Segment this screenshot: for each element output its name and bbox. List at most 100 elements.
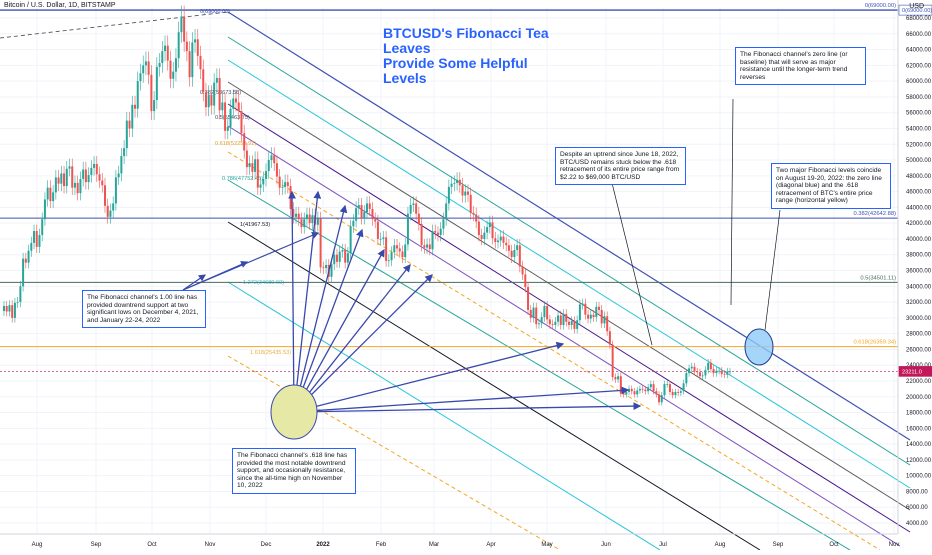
candle-body xyxy=(54,177,57,193)
candle-body xyxy=(131,104,134,129)
candle-body xyxy=(84,169,87,183)
candle-body xyxy=(305,214,308,220)
candle-body xyxy=(240,111,243,134)
price-tick-label: 56000.00 xyxy=(906,111,932,117)
candle-body xyxy=(532,307,535,318)
candle-body xyxy=(234,98,237,103)
candle-body xyxy=(693,366,696,372)
candle-body xyxy=(507,245,510,251)
candle-body xyxy=(357,205,360,209)
fib-channel-line xyxy=(227,125,901,547)
candle-body xyxy=(366,203,368,213)
candle-body xyxy=(123,148,126,157)
candle-body xyxy=(226,126,229,131)
annotation-arrows xyxy=(182,98,781,440)
candle-body xyxy=(136,81,139,109)
price-tick-label: 14000.00 xyxy=(906,442,932,448)
price-tick-label: 28000.00 xyxy=(906,332,932,338)
note-coincide[interactable]: Two major Fibonacci levels coincide on A… xyxy=(771,163,891,209)
candle-body xyxy=(559,315,562,325)
annotation-arrow xyxy=(293,263,411,413)
note-zero-line[interactable]: The Fibonacci channel's zero line (or ba… xyxy=(735,47,866,86)
candle-body xyxy=(688,368,691,374)
candle-body xyxy=(270,155,273,161)
candle-body xyxy=(576,320,579,329)
price-tick-label: 52000.00 xyxy=(906,142,932,148)
time-axis[interactable]: Aug Sep Oct Nov Dec 2022 Feb Mar Apr May Jun Jul Aug… xyxy=(0,533,900,548)
candle-body xyxy=(30,242,33,251)
candle-body xyxy=(333,254,336,265)
candle-body xyxy=(436,232,439,235)
candle-body xyxy=(188,51,191,78)
time-tick-label: Jul xyxy=(659,542,667,548)
annotation-arrow xyxy=(182,232,320,291)
candle-body xyxy=(155,66,158,101)
price-tick-label: 22000.00 xyxy=(906,379,932,385)
candle-body xyxy=(548,319,551,325)
candle-body xyxy=(606,316,609,332)
candle-body xyxy=(174,58,177,72)
candle-body xyxy=(434,231,437,233)
candle-body xyxy=(363,212,366,218)
time-tick-label: Sep xyxy=(773,542,784,548)
candle-body xyxy=(524,274,527,288)
candle-body xyxy=(499,236,502,241)
candle-body xyxy=(11,305,14,318)
candle-body xyxy=(355,208,358,221)
candle-body xyxy=(540,317,543,324)
candle-body xyxy=(128,120,131,129)
candle-body xyxy=(521,266,524,275)
note-618-line[interactable]: The Fibonacci channel's .618 line has pr… xyxy=(232,448,356,494)
candle-body xyxy=(685,373,688,384)
candle-body xyxy=(439,228,442,235)
candle-body xyxy=(513,249,516,258)
price-badge xyxy=(898,366,932,377)
candle-body xyxy=(292,208,295,217)
candle-body xyxy=(82,169,85,179)
candle-body xyxy=(382,237,385,239)
price-tick-label: 18000.00 xyxy=(906,411,932,417)
candle-body xyxy=(284,182,287,187)
highlight-circle-blue xyxy=(744,328,774,366)
candle-body xyxy=(93,163,96,168)
candle-body xyxy=(341,249,344,252)
candle-body xyxy=(729,371,731,373)
price-axis[interactable]: 4000.00 6000.00 8000.00 10000.00 12000.00 140… xyxy=(897,0,932,534)
candle-body xyxy=(344,249,347,263)
candle-body xyxy=(406,213,409,245)
candle-body xyxy=(213,82,216,106)
candle-body xyxy=(185,41,188,52)
price-tick-label: 26000.00 xyxy=(906,347,932,353)
note-uptrend[interactable]: Despite an uptrend since June 18, 2022, … xyxy=(555,147,686,186)
candle-body xyxy=(281,186,284,188)
candle-body xyxy=(349,226,352,254)
candle-body xyxy=(303,219,306,228)
candle-body xyxy=(164,45,167,52)
time-tick-label: Nov xyxy=(889,542,900,548)
candle-body xyxy=(360,205,363,218)
currency-label: USD xyxy=(909,3,924,10)
price-tick-label: 12000.00 xyxy=(906,458,932,464)
price-tick-label: 50000.00 xyxy=(906,158,932,164)
candle-body xyxy=(622,393,625,395)
note-support-100[interactable]: The Fibonacci channel's 1.00 line has pr… xyxy=(82,290,206,329)
candle-body xyxy=(456,179,459,183)
price-tick-label: 40000.00 xyxy=(906,237,932,243)
candle-body xyxy=(232,98,235,109)
candle-body xyxy=(587,314,590,319)
fib-level-label: 0(69000.00) xyxy=(865,3,896,9)
price-tick-label: 8000.00 xyxy=(906,489,928,495)
candle-body xyxy=(142,65,145,74)
candle-body xyxy=(663,384,666,396)
candle-body xyxy=(112,203,115,211)
time-tick-label: Oct xyxy=(147,542,157,548)
fib-channel-line xyxy=(227,11,911,441)
candle-body xyxy=(166,45,169,61)
fib-channel-line xyxy=(227,81,911,511)
candle-body xyxy=(625,392,628,395)
price-badge xyxy=(898,4,932,16)
candle-body xyxy=(423,245,426,248)
candle-body xyxy=(60,173,63,184)
candle-body xyxy=(592,314,595,318)
